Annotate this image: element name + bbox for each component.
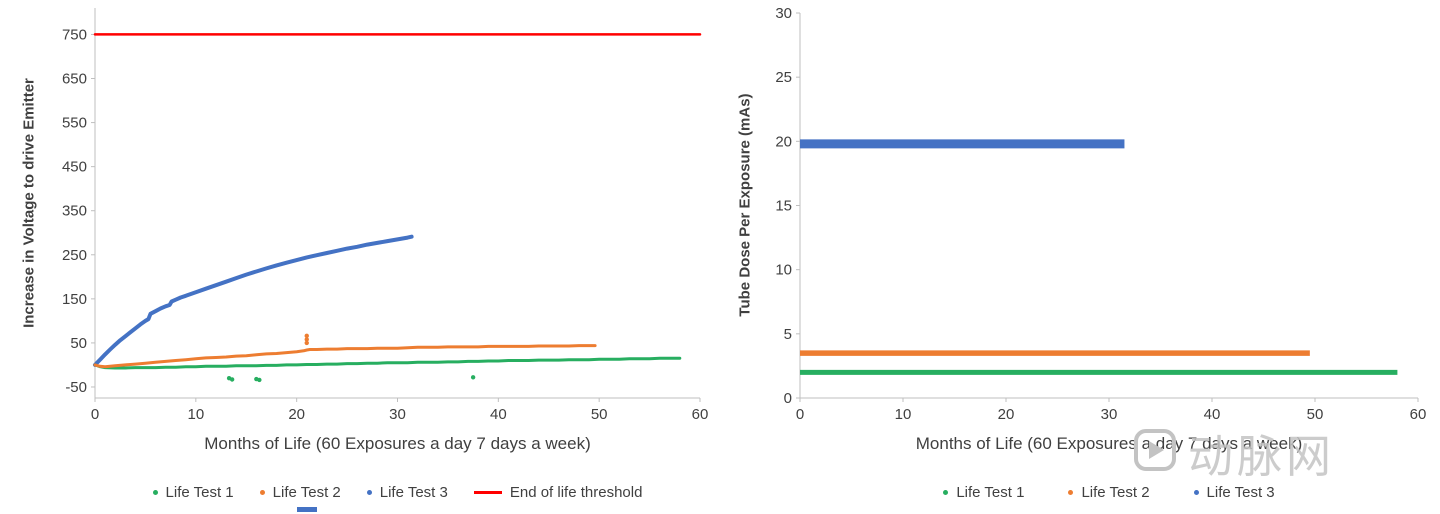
legend-label: Life Test 3: [1206, 484, 1275, 501]
x-tick-label: 20: [288, 406, 305, 423]
x-tick-label: 40: [1204, 406, 1221, 423]
series-dot-marker: [259, 490, 265, 495]
series-life-test-2: [93, 344, 597, 369]
x-tick-label: 40: [490, 406, 507, 423]
series-life-test-3: [93, 234, 414, 367]
series-dot-marker: [943, 490, 949, 495]
y-tick-label: 0: [784, 390, 792, 407]
x-tick-label: 10: [187, 406, 204, 423]
series-life-test-2-outlier-point: [304, 337, 309, 342]
cropped-legend-fragment: [297, 507, 317, 512]
series-life-test-1-outlier-point: [470, 375, 476, 380]
y-tick-label: -50: [65, 379, 87, 396]
tube-dose-chart: Tube Dose Per Exposure (mAs) 0 5 10 15 20 25 3…: [720, 0, 1440, 514]
y-tick-label: 30: [775, 5, 792, 22]
y-tick-label: 15: [775, 198, 792, 215]
series-dot-marker: [152, 490, 158, 495]
legend-label: Life Test 3: [379, 484, 448, 501]
y-tick-label: 350: [62, 203, 87, 220]
legend-item-life-test-1: Life Test 1: [943, 484, 1024, 501]
voltage-plot-area: -50 50 150 250 350 450 550 650 750 0 10 20 30 40 50 60: [62, 8, 709, 423]
x-tick-label: 30: [1101, 406, 1118, 423]
legend-label: End of life threshold: [509, 484, 643, 501]
y-tick-label: 150: [62, 291, 87, 308]
voltage-chart-legend: Life Test 1 Life Test 2 Life Test 3 End of …: [95, 484, 700, 501]
series-life-test-2-outlier-point: [304, 340, 309, 346]
x-tick-label: 30: [389, 406, 406, 423]
x-tick-label: 0: [796, 406, 804, 423]
voltage-increase-chart: Increase in Voltage to drive Emitter -50…: [21, 8, 709, 501]
voltage-x-axis-title: Months of Life (60 Exposures a day 7 day…: [204, 434, 591, 453]
x-tick-label: 0: [91, 406, 99, 423]
legend-item-life-test-3: Life Test 3: [1193, 484, 1275, 501]
legend-label: Life Test 2: [1081, 484, 1150, 501]
legend-item-end-of-life-threshold: End of life threshold: [473, 484, 643, 501]
legend-item-life-test-2: Life Test 2: [1068, 484, 1150, 501]
legend-item-life-test-3: Life Test 3: [366, 484, 448, 501]
series-life-test-2-outlier-point: [304, 333, 309, 339]
y-tick-label: 5: [784, 326, 792, 343]
x-tick-label: 50: [591, 406, 608, 423]
dose-chart-legend: Life Test 1 Life Test 2 Life Test 3: [800, 484, 1418, 501]
x-tick-label: 20: [998, 406, 1015, 423]
dose-x-axis-title: Months of Life (60 Exposures a day 7 day…: [915, 434, 1303, 453]
y-tick-label: 50: [70, 335, 87, 352]
series-life-test-1-outlier-point: [229, 377, 235, 382]
threshold-line-marker: [473, 491, 502, 494]
legend-label: Life Test 1: [165, 484, 234, 501]
y-tick-label: 25: [775, 69, 792, 86]
series-dot-marker: [366, 490, 372, 495]
legend-item-life-test-1: Life Test 1: [152, 484, 234, 501]
series-life-test-1-outlier-point: [257, 377, 262, 383]
y-tick-label: 250: [62, 247, 87, 264]
legend-label: Life Test 1: [956, 484, 1025, 501]
legend-label: Life Test 2: [272, 484, 341, 501]
y-tick-label: 750: [62, 26, 87, 43]
series-dot-marker: [1068, 490, 1074, 495]
series-dot-marker: [1193, 490, 1199, 495]
series-life-test-1: [93, 356, 682, 370]
x-tick-label: 50: [1307, 406, 1324, 423]
legend-item-life-test-2: Life Test 2: [259, 484, 341, 501]
dose-plot-area: 0 5 10 15 20 25 30 0 10 20 30 40 50 60: [775, 5, 1427, 423]
x-tick-label: 60: [1410, 406, 1427, 423]
y-tick-label: 650: [62, 71, 87, 88]
y-tick-label: 450: [62, 159, 87, 176]
y-tick-label: 20: [775, 133, 792, 150]
x-tick-label: 60: [692, 406, 709, 423]
y-tick-label: 10: [775, 262, 792, 279]
y-tick-label: 550: [62, 115, 87, 132]
x-tick-label: 10: [895, 406, 912, 423]
